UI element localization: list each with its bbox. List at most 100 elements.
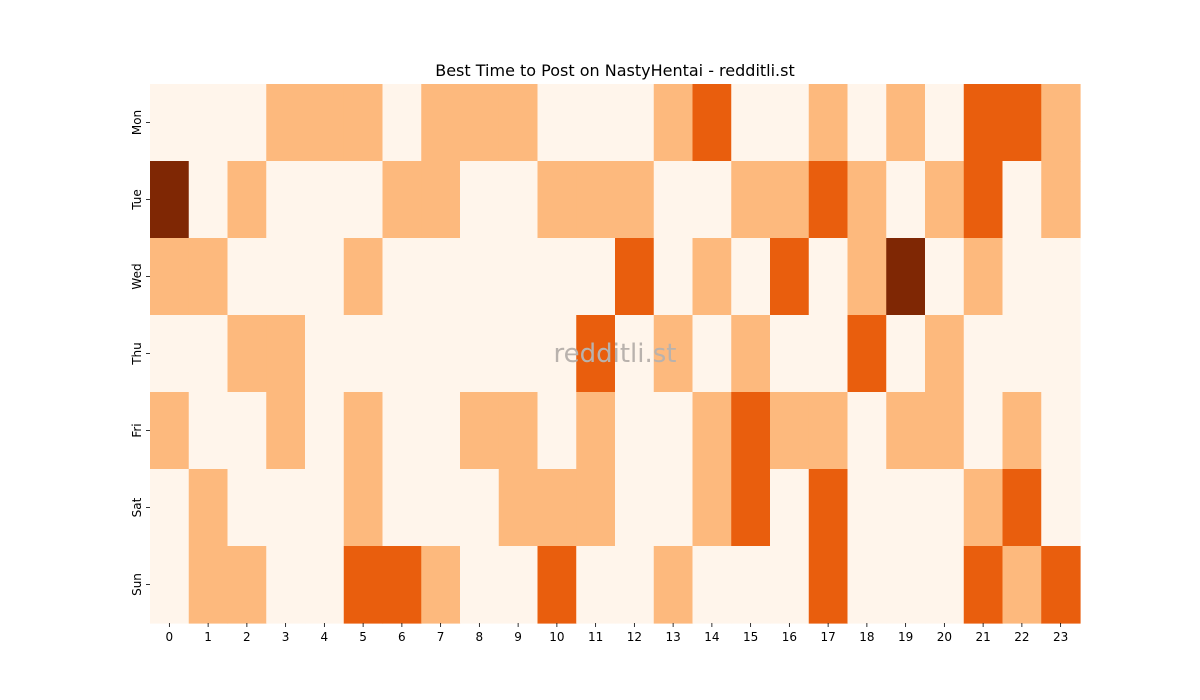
x-tick-label: 21 bbox=[975, 630, 990, 644]
heatmap-cell bbox=[925, 161, 965, 239]
heatmap-cell bbox=[770, 238, 810, 316]
heatmap-cell bbox=[653, 84, 694, 162]
heatmap-cell bbox=[963, 546, 1004, 624]
heatmap-cell bbox=[150, 315, 190, 393]
heatmap-cell bbox=[498, 392, 539, 470]
heatmap-cell bbox=[150, 161, 190, 239]
heatmap-cell bbox=[808, 392, 849, 470]
y-tick-label: Wed bbox=[130, 263, 144, 289]
heatmap-cell bbox=[808, 84, 849, 162]
heatmap-cell bbox=[382, 315, 422, 393]
heatmap-cell bbox=[1002, 161, 1042, 239]
x-tick-label: 10 bbox=[549, 630, 564, 644]
heatmap-cell bbox=[847, 84, 887, 162]
x-tick-label: 13 bbox=[665, 630, 680, 644]
heatmap-cell bbox=[692, 315, 732, 393]
x-tick-label: 14 bbox=[704, 630, 719, 644]
heatmap-cell bbox=[770, 315, 810, 393]
heatmap-cell bbox=[421, 161, 461, 239]
heatmap-cell bbox=[421, 84, 461, 162]
heatmap-cell bbox=[266, 315, 306, 393]
heatmap-cell bbox=[537, 392, 577, 470]
x-tick-label: 18 bbox=[859, 630, 874, 644]
heatmap-cell bbox=[227, 392, 267, 470]
heatmap-cell bbox=[847, 392, 887, 470]
heatmap-cell bbox=[847, 238, 887, 316]
x-tick-label: 16 bbox=[782, 630, 797, 644]
heatmap-cell bbox=[498, 469, 539, 547]
heatmap-cell bbox=[1041, 546, 1081, 624]
heatmap-cell bbox=[188, 315, 229, 393]
heatmap-cell bbox=[343, 84, 384, 162]
heatmap-cell bbox=[770, 161, 810, 239]
heatmap-cell bbox=[576, 84, 616, 162]
heatmap-cell bbox=[653, 469, 694, 547]
heatmap-cell bbox=[847, 469, 887, 547]
heatmap-cell bbox=[847, 161, 887, 239]
x-axis: 0 1 2 3 4 5 6 7 8 9 10 11 12 13 14 15 16 17 18 19 20 21 22 23 bbox=[166, 623, 1068, 644]
heatmap-cell bbox=[692, 161, 732, 239]
heatmap-cell bbox=[1002, 546, 1042, 624]
heatmap-cell bbox=[731, 84, 771, 162]
heatmap-cell bbox=[615, 161, 655, 239]
heatmap-cell bbox=[460, 392, 500, 470]
x-tick-label: 23 bbox=[1053, 630, 1068, 644]
heatmap-cell bbox=[653, 315, 694, 393]
heatmap-cell bbox=[576, 161, 616, 239]
x-tick-label: 9 bbox=[514, 630, 522, 644]
heatmap-cell bbox=[731, 161, 771, 239]
heatmap-cell bbox=[731, 392, 771, 470]
x-tick-label: 17 bbox=[820, 630, 835, 644]
x-tick-label: 12 bbox=[627, 630, 642, 644]
heatmap-cell bbox=[421, 392, 461, 470]
heatmap-cell bbox=[615, 315, 655, 393]
heatmap-cell bbox=[1002, 469, 1042, 547]
heatmap-cell bbox=[653, 392, 694, 470]
x-tick-label: 22 bbox=[1014, 630, 1029, 644]
heatmap-cell bbox=[460, 469, 500, 547]
y-tick-label: Mon bbox=[130, 110, 144, 135]
heatmap-cell bbox=[188, 161, 229, 239]
heatmap-cell bbox=[770, 392, 810, 470]
heatmap-cell bbox=[498, 315, 539, 393]
heatmap-cell bbox=[925, 84, 965, 162]
heatmap-cell bbox=[227, 84, 267, 162]
heatmap-cell bbox=[576, 546, 616, 624]
heatmap-cell bbox=[266, 546, 306, 624]
heatmap-cell bbox=[305, 546, 345, 624]
heatmap-cell bbox=[421, 315, 461, 393]
heatmap-cells bbox=[150, 84, 1081, 624]
heatmap-cell bbox=[305, 315, 345, 393]
heatmap-cell bbox=[1041, 84, 1081, 162]
heatmap-cell bbox=[692, 238, 732, 316]
heatmap-cell bbox=[460, 238, 500, 316]
heatmap-cell bbox=[808, 161, 849, 239]
x-tick-label: 11 bbox=[588, 630, 603, 644]
heatmap-cell bbox=[188, 546, 229, 624]
x-tick-label: 1 bbox=[204, 630, 212, 644]
watermark-text: redditli.st bbox=[554, 339, 677, 369]
heatmap-cell bbox=[343, 161, 384, 239]
x-tick-label: 20 bbox=[937, 630, 952, 644]
heatmap-cell bbox=[305, 161, 345, 239]
heatmap-cell bbox=[886, 161, 926, 239]
heatmap-cell bbox=[343, 392, 384, 470]
y-tick-label: Thu bbox=[130, 342, 144, 366]
heatmap-cell bbox=[731, 315, 771, 393]
heatmap-cell bbox=[653, 161, 694, 239]
heatmap-cell bbox=[266, 469, 306, 547]
heatmap-cell bbox=[498, 546, 539, 624]
heatmap-cell bbox=[925, 315, 965, 393]
heatmap-cell bbox=[1041, 238, 1081, 316]
heatmap-cell bbox=[188, 238, 229, 316]
heatmap-cell bbox=[1002, 315, 1042, 393]
heatmap-cell bbox=[731, 238, 771, 316]
x-tick-label: 4 bbox=[321, 630, 329, 644]
heatmap-cell bbox=[731, 469, 771, 547]
x-tick-label: 2 bbox=[243, 630, 251, 644]
heatmap-cell bbox=[382, 161, 422, 239]
heatmap-cell bbox=[886, 469, 926, 547]
heatmap-cell bbox=[150, 84, 190, 162]
x-tick-label: 19 bbox=[898, 630, 913, 644]
